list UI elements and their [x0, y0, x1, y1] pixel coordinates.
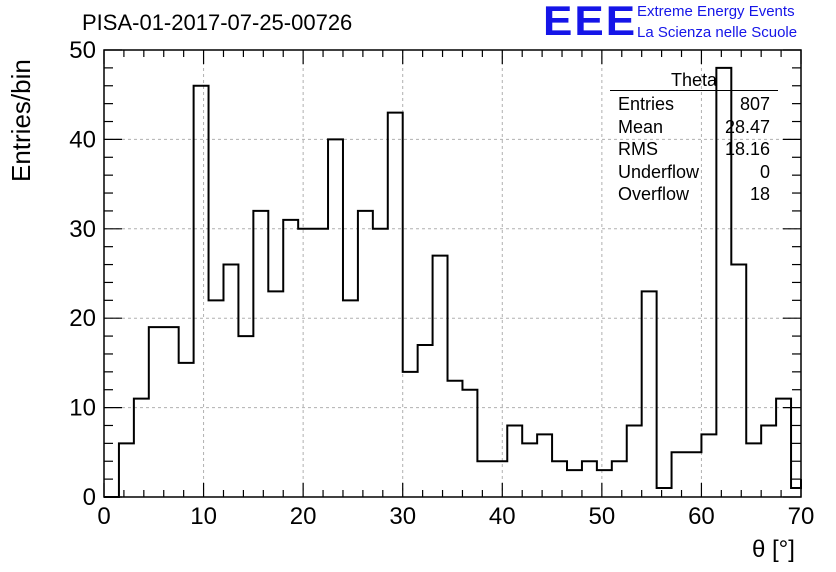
- stats-value: 0: [759, 161, 770, 182]
- histogram-bin: [164, 327, 179, 497]
- x-tick-label: 60: [688, 503, 715, 530]
- stats-label: Overflow: [618, 184, 690, 204]
- histogram-bin: [149, 327, 164, 497]
- histogram-bin: [627, 425, 642, 497]
- histogram-bin: [238, 336, 253, 497]
- histogram-bin: [507, 425, 522, 497]
- x-tick-label: 20: [290, 503, 317, 530]
- y-tick-label: 50: [69, 37, 96, 64]
- histogram-bin: [283, 220, 298, 497]
- histogram-bin: [313, 229, 328, 497]
- histogram-bin: [373, 229, 388, 497]
- histogram-bin: [448, 381, 463, 497]
- stats-value: 28.47: [724, 116, 770, 137]
- x-tick-label: 70: [788, 503, 815, 530]
- stats-label: Entries: [618, 94, 675, 114]
- histogram-bin: [462, 390, 477, 497]
- stats-value: 18.16: [724, 139, 770, 159]
- histogram-bin: [597, 470, 612, 497]
- stats-value: 807: [739, 94, 770, 114]
- histogram-bin: [223, 265, 238, 497]
- y-tick-label: 0: [83, 484, 96, 511]
- histogram-bin: [388, 113, 403, 497]
- histogram-bin: [567, 470, 582, 497]
- stats-divider: [610, 90, 778, 91]
- stats-box: Theta Entries 807 Mean 28.47 RMS 18.16 U…: [610, 70, 778, 206]
- histogram-bin: [582, 461, 597, 497]
- x-tick-label: 50: [589, 503, 616, 530]
- stats-row-underflow: Underflow 0: [610, 161, 778, 184]
- histogram-bin: [253, 211, 268, 497]
- x-tick-label: 30: [389, 503, 416, 530]
- eee-logo: EEE: [543, 0, 638, 45]
- histogram-bin: [522, 443, 537, 497]
- histogram-bin: [298, 229, 313, 497]
- histogram-bin: [403, 372, 418, 497]
- histogram-bin: [209, 300, 224, 497]
- logo-caption-line1: Extreme Energy Events: [637, 3, 795, 20]
- histogram-bin: [686, 452, 701, 497]
- x-tick-label: 40: [489, 503, 516, 530]
- histogram-bin: [701, 434, 716, 497]
- histogram-bin: [791, 488, 801, 497]
- stats-row-overflow: Overflow 18: [610, 183, 778, 206]
- y-axis-label: Entries/bin: [6, 59, 36, 182]
- histogram-bin: [642, 291, 657, 497]
- histogram-bin: [358, 211, 373, 497]
- histogram-bin: [477, 461, 492, 497]
- x-axis-label: θ [°]: [752, 536, 795, 563]
- histogram-bin: [657, 488, 672, 497]
- histogram-bin: [612, 461, 627, 497]
- chart-title: PISA-01-2017-07-25-00726: [82, 10, 353, 35]
- stats-row-entries: Entries 807: [610, 93, 778, 116]
- histogram-bin: [761, 425, 776, 497]
- histogram-bin: [179, 363, 194, 497]
- y-tick-label: 20: [69, 305, 96, 332]
- stats-value: 18: [749, 184, 770, 204]
- histogram-bin: [194, 86, 209, 497]
- histogram-bin: [537, 434, 552, 497]
- histogram-bin: [119, 443, 134, 497]
- histogram-bin: [672, 452, 687, 497]
- histogram-bin: [433, 256, 448, 497]
- histogram-bin: [134, 399, 149, 497]
- stats-row-rms: RMS 18.16: [610, 138, 778, 161]
- stats-label: Mean: [618, 116, 664, 137]
- histogram-bin: [746, 443, 761, 497]
- histogram-bin: [343, 300, 358, 497]
- histogram-series-line: [104, 66, 802, 498]
- histogram-bin: [552, 461, 567, 497]
- histogram-bin: [418, 345, 433, 497]
- logo-caption-line2: La Scienza nelle Scuole: [637, 24, 798, 41]
- histogram-bin: [731, 265, 746, 497]
- y-tick-label: 10: [69, 395, 96, 422]
- stats-row-mean: Mean 28.47: [610, 116, 778, 139]
- stats-title: Theta: [670, 70, 718, 90]
- x-tick-label: 0: [97, 503, 110, 530]
- histogram-bin: [268, 291, 283, 497]
- stats-label: Underflow: [618, 161, 700, 182]
- y-tick-label: 40: [69, 126, 96, 153]
- stats-label: RMS: [618, 139, 658, 159]
- histogram-bin: [492, 461, 507, 497]
- x-tick-label: 10: [190, 503, 217, 530]
- histogram-bin: [776, 399, 791, 497]
- plot-frame: [103, 49, 802, 498]
- y-tick-label: 30: [69, 216, 96, 243]
